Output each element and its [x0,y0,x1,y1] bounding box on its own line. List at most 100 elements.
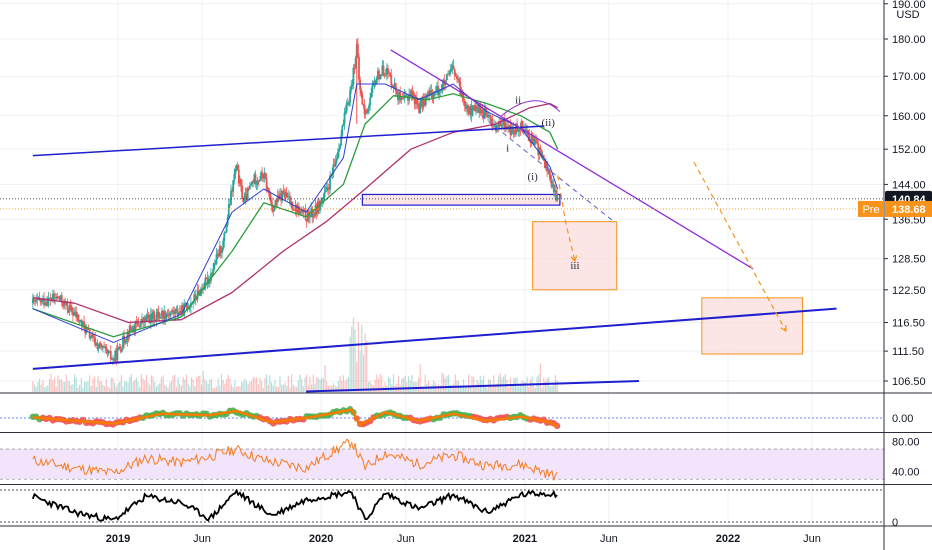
candle-body [98,343,101,347]
volume-bar [499,373,501,392]
volume-bar [334,385,336,392]
volume-bar [336,386,338,392]
candle-body [344,111,347,113]
candle-body [109,351,112,360]
candle-body [345,102,348,112]
candle-body [220,245,222,253]
candle-body [271,203,274,211]
volume-bar [544,380,547,392]
volume-bar [40,384,42,392]
volume-bar [326,381,328,392]
candle-body [223,232,226,241]
price-axis[interactable]: 190.00 180.00 170.00 160.00 152.00 144.00 136.… [0,0,932,529]
candle-body [297,206,300,215]
candle-body [448,73,451,75]
candle-body [56,296,59,299]
candle-body [79,320,82,321]
candle-body [519,128,522,131]
volume-bar [269,375,271,392]
dashed-channel-line [481,115,615,223]
volume-bar [97,376,99,392]
candle-body [39,299,42,303]
time-tick-label: 2020 [309,533,333,545]
volume-bar [371,383,373,392]
candle-body [510,129,513,135]
volume-bar [130,374,132,392]
price-tick-label: 160.00 [892,111,926,123]
candle-body [311,208,314,218]
candle-body [309,214,311,218]
volume-bar [267,384,269,392]
volume-bar [322,378,324,392]
candle-body [275,199,278,203]
candle-body [436,85,438,91]
drawings [32,49,837,393]
candle-body [59,295,62,300]
volume-bar [528,387,530,392]
volume-bar [139,387,141,392]
candle-body [488,114,491,116]
volume-bar [347,376,350,392]
candle-body [212,269,215,275]
candle-body [115,350,118,361]
candle-body [153,311,156,322]
volume-bar [229,378,231,392]
volume-bar [217,378,219,392]
volume-bar [187,383,189,392]
volume-bar [274,379,276,392]
volume-bar [182,376,184,392]
candle-body [245,193,248,200]
candle-body [314,204,317,216]
volume-bar [202,371,204,392]
candle-body [215,254,218,264]
candle-body [141,318,143,323]
volume-bar [200,384,203,392]
volume-bar [175,386,178,392]
candle-body [310,208,313,215]
candle-body [171,310,173,313]
candle-body [134,321,137,333]
volume-bar [286,386,288,392]
candle-body [362,104,365,106]
candle-body [105,346,108,351]
volume-bar [242,381,244,392]
candle-body [548,169,551,174]
candle-body [45,302,48,305]
candle-body [373,80,376,84]
candle-body [261,172,264,178]
volume-bar [511,385,513,392]
volume-bar [249,381,251,392]
volume-bar [324,364,326,392]
bottom-tick-label: 0 [892,517,898,529]
candle-body [216,253,219,255]
candle-body [256,180,259,184]
candle-body [131,329,133,332]
time-axis[interactable]: 2019 Jun 2020 Jun 2021 Jun 2022 Jun [106,533,821,545]
wave-arc [501,100,561,117]
volume-bar [149,384,151,392]
volume-bar [32,381,34,392]
candle-body [518,128,521,132]
volume-bar [58,379,61,392]
price-tick-label: 128.50 [892,254,926,266]
candle-body [124,342,127,344]
candle-body [287,196,290,197]
candle-body [383,74,386,76]
candle-body [100,345,103,348]
candle-body [164,311,167,320]
candle-body [233,174,236,181]
candle-body [336,152,339,159]
volume-bar [92,378,94,392]
candle-body [489,114,492,122]
volume-bar [240,382,243,392]
volume-bar [222,380,224,392]
candle-body [395,90,398,94]
candle-body [57,296,60,299]
candle-body [410,90,413,97]
candle-body [255,183,258,185]
target-zone-2 [701,297,804,355]
candle-body [390,74,393,86]
volume-bar [177,377,179,392]
volume-bar [112,377,114,392]
